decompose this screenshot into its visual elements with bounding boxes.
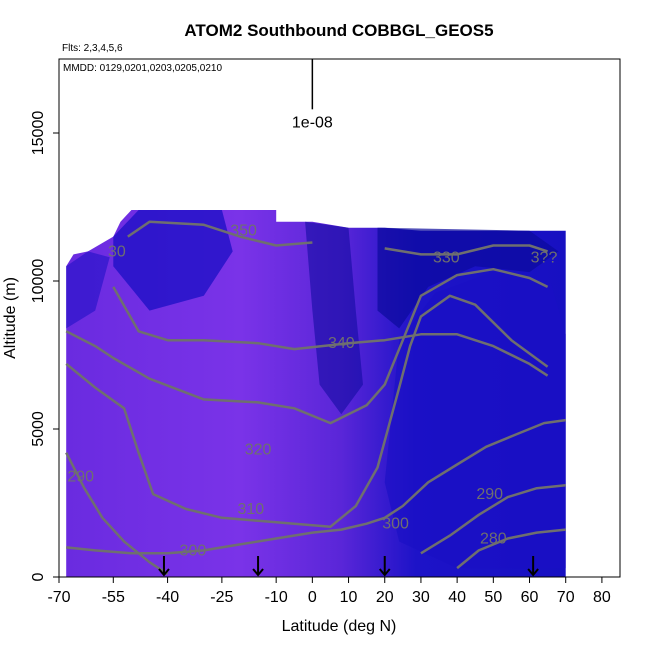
contour-label: 290 xyxy=(476,486,503,503)
x-axis: -70 -55 -40 -25 -10 0 10 20 30 40 50 60 70 80 xyxy=(47,576,620,606)
field-midlat-trough xyxy=(305,221,363,415)
x-tick-label: 60 xyxy=(521,589,539,606)
field-south-edge xyxy=(66,251,110,329)
flight-markers xyxy=(158,556,539,577)
contour-label: 340 xyxy=(328,335,355,352)
contour-label: 3?? xyxy=(531,249,558,266)
y-tick-label: 5000 xyxy=(30,411,47,447)
x-axis-label: Latitude (deg N) xyxy=(282,618,397,635)
x-tick-label: -55 xyxy=(102,589,125,606)
x-tick-label: -40 xyxy=(156,589,179,606)
contour-label: 320 xyxy=(245,442,272,459)
y-tick-label: 15000 xyxy=(30,111,47,156)
contour-label: 310 xyxy=(237,501,264,518)
x-tick-label: -25 xyxy=(210,589,233,606)
x-tick-label: -10 xyxy=(265,589,288,606)
contour-280 xyxy=(456,528,566,570)
contour-label: 30 xyxy=(108,243,126,260)
flight-marker-arrow xyxy=(527,556,539,577)
heatmap-field xyxy=(66,210,566,577)
x-tick-label: 20 xyxy=(376,589,394,606)
chart-title: ATOM2 Southbound COBBGL_GEOS5 xyxy=(184,21,493,40)
contour-310 xyxy=(65,294,549,528)
contour-340 xyxy=(112,286,549,377)
contour-label: 280 xyxy=(480,531,507,548)
flight-marker-arrow xyxy=(252,556,264,577)
field-upper-left-blue xyxy=(113,210,233,311)
contour-label: 300 xyxy=(180,542,207,559)
flight-marker-arrow xyxy=(158,556,170,577)
chart-subtitle-dates: MMDD: 0129,0201,0203,0205,0210 xyxy=(63,63,222,74)
x-tick-label: 10 xyxy=(340,589,358,606)
plot-area: 350 330 340 320 310 300 300 290 290 280 3?? 30 MMDD… xyxy=(58,58,621,578)
contour-290 xyxy=(420,483,566,555)
field-northern-stratosphere xyxy=(377,227,559,329)
x-tick-label: 0 xyxy=(308,589,317,606)
y-axis-label: Altitude (m) xyxy=(2,277,19,359)
scale-bar: 1e-08 xyxy=(292,59,333,131)
y-tick-label: 0 xyxy=(30,572,47,581)
x-tick-label: 30 xyxy=(412,589,430,606)
contour-label: 350 xyxy=(230,223,257,240)
x-tick-label: -70 xyxy=(47,589,70,606)
x-tick-label: 40 xyxy=(448,589,466,606)
contour-label: 290 xyxy=(67,468,94,485)
contour-label: 300 xyxy=(382,516,409,533)
contour-lines xyxy=(65,220,566,576)
contour-label: 330 xyxy=(433,249,460,266)
y-tick-label: 10000 xyxy=(30,259,47,304)
x-tick-label: 50 xyxy=(484,589,502,606)
contour-350 xyxy=(127,220,313,247)
y-axis: 0 5000 10000 15000 xyxy=(30,111,59,581)
chart-subtitle-flights: Flts: 2,3,4,5,6 xyxy=(62,43,123,54)
contour-330 xyxy=(384,244,548,256)
contour-290 xyxy=(65,452,169,576)
contour-labels: 350 330 340 320 310 300 300 290 290 280 3?? 30 xyxy=(67,223,557,560)
flight-marker-arrow xyxy=(378,556,391,577)
contour-300 xyxy=(66,418,566,555)
x-tick-label: 80 xyxy=(593,589,611,606)
scale-bar-label: 1e-08 xyxy=(292,114,333,131)
contour-320 xyxy=(65,267,549,425)
x-tick-label: 70 xyxy=(557,589,575,606)
